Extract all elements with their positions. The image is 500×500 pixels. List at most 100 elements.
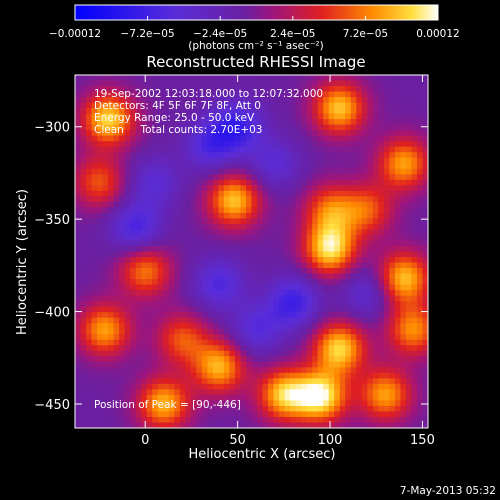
heatmap-cell [91, 301, 98, 308]
heatmap-cell [102, 240, 109, 247]
heatmap-cell [245, 201, 253, 208]
heatmap-cell [279, 157, 286, 164]
heatmap-cell [251, 312, 258, 319]
heatmap-cell [389, 356, 396, 363]
heatmap-cell [356, 245, 363, 253]
heatmap-cell [422, 234, 428, 242]
heatmap-cell [163, 152, 170, 159]
heatmap-cell [312, 295, 319, 302]
heatmap-cell [207, 383, 214, 390]
heatmap-cell [306, 394, 313, 402]
heatmap-cell [290, 179, 297, 186]
heatmap-cell [383, 356, 390, 363]
heatmap-cell [350, 212, 357, 220]
heatmap-cell [268, 113, 275, 120]
heatmap-cell [234, 108, 242, 115]
heatmap-cell [405, 91, 413, 98]
heatmap-cell [234, 130, 242, 137]
heatmap-cell [273, 86, 280, 93]
annotation-energy-range: Energy Range: 25.0 - 50.0 keV [94, 112, 255, 124]
heatmap-cell [218, 75, 225, 82]
heatmap-cell [91, 262, 98, 269]
heatmap-cell [262, 141, 269, 148]
heatmap-cell [240, 146, 247, 153]
heatmap-cell [190, 284, 197, 291]
heatmap-cell [422, 328, 428, 335]
heatmap-cell [422, 257, 428, 264]
heatmap-cell [367, 152, 374, 159]
heatmap-cell [405, 108, 413, 115]
heatmap-cell [240, 416, 247, 424]
heatmap-cell [273, 102, 280, 109]
heatmap-cell [268, 279, 275, 286]
heatmap-cell [86, 257, 93, 264]
heatmap-cell [361, 185, 368, 192]
heatmap-cell [411, 146, 418, 153]
heatmap-cell [273, 361, 280, 368]
heatmap-cell [185, 113, 192, 120]
heatmap-cell [91, 108, 98, 115]
heatmap-cell [317, 317, 324, 324]
heatmap-cell [405, 394, 413, 402]
heatmap-cell [179, 372, 186, 379]
heatmap-cell [113, 295, 120, 302]
heatmap-cell [201, 86, 208, 93]
heatmap-cell [229, 91, 236, 98]
heatmap-cell [251, 284, 258, 291]
heatmap-cell [257, 411, 264, 418]
heatmap-cell [135, 328, 142, 335]
heatmap-cell [378, 234, 385, 242]
heatmap-cell [245, 301, 253, 308]
heatmap-cell [240, 212, 247, 220]
heatmap-cell [323, 207, 330, 214]
heatmap-cell [245, 97, 253, 104]
heatmap-cell [97, 356, 104, 363]
heatmap-cell [152, 212, 159, 220]
heatmap-cell [301, 323, 308, 330]
heatmap-cell [251, 240, 258, 247]
heatmap-cell [229, 240, 236, 247]
heatmap-cell [405, 273, 413, 280]
heatmap-cell [295, 257, 302, 264]
heatmap-cell [372, 190, 379, 197]
heatmap-cell [383, 152, 390, 159]
heatmap-cell [367, 223, 374, 231]
heatmap-cell [295, 157, 302, 164]
heatmap-cell [108, 328, 115, 335]
heatmap-cell [124, 212, 131, 220]
heatmap-cell [411, 113, 418, 120]
heatmap-cell [80, 102, 87, 109]
heatmap-cell [290, 190, 297, 197]
heatmap-cell [262, 367, 269, 374]
heatmap-cell [317, 273, 324, 280]
heatmap-cell [372, 102, 379, 109]
heatmap-cell [251, 130, 258, 137]
heatmap-cell [328, 361, 335, 368]
heatmap-cell [240, 229, 247, 236]
heatmap-cell [102, 157, 109, 164]
heatmap-cell [279, 124, 286, 131]
heatmap-cell [400, 290, 407, 297]
heatmap-cell [185, 223, 192, 231]
heatmap-cell [422, 422, 428, 428]
heatmap-cell [301, 91, 308, 98]
heatmap-cell [212, 102, 220, 109]
heatmap-cell [394, 383, 402, 390]
heatmap-cell [124, 174, 131, 181]
heatmap-cell [75, 317, 82, 324]
heatmap-cell [174, 334, 181, 341]
heatmap-cell [86, 168, 93, 175]
heatmap-cell [146, 345, 153, 352]
heatmap-cell [157, 146, 164, 153]
heatmap-cell [350, 196, 357, 203]
heatmap-cell [97, 146, 104, 153]
heatmap-cell [290, 279, 297, 286]
heatmap-cell [334, 328, 341, 335]
heatmap-cell [152, 301, 159, 308]
heatmap-cell [152, 141, 159, 148]
heatmap-cell [345, 185, 352, 192]
heatmap-cell [218, 268, 225, 275]
heatmap-cell [284, 279, 291, 286]
heatmap-cell [135, 356, 142, 363]
